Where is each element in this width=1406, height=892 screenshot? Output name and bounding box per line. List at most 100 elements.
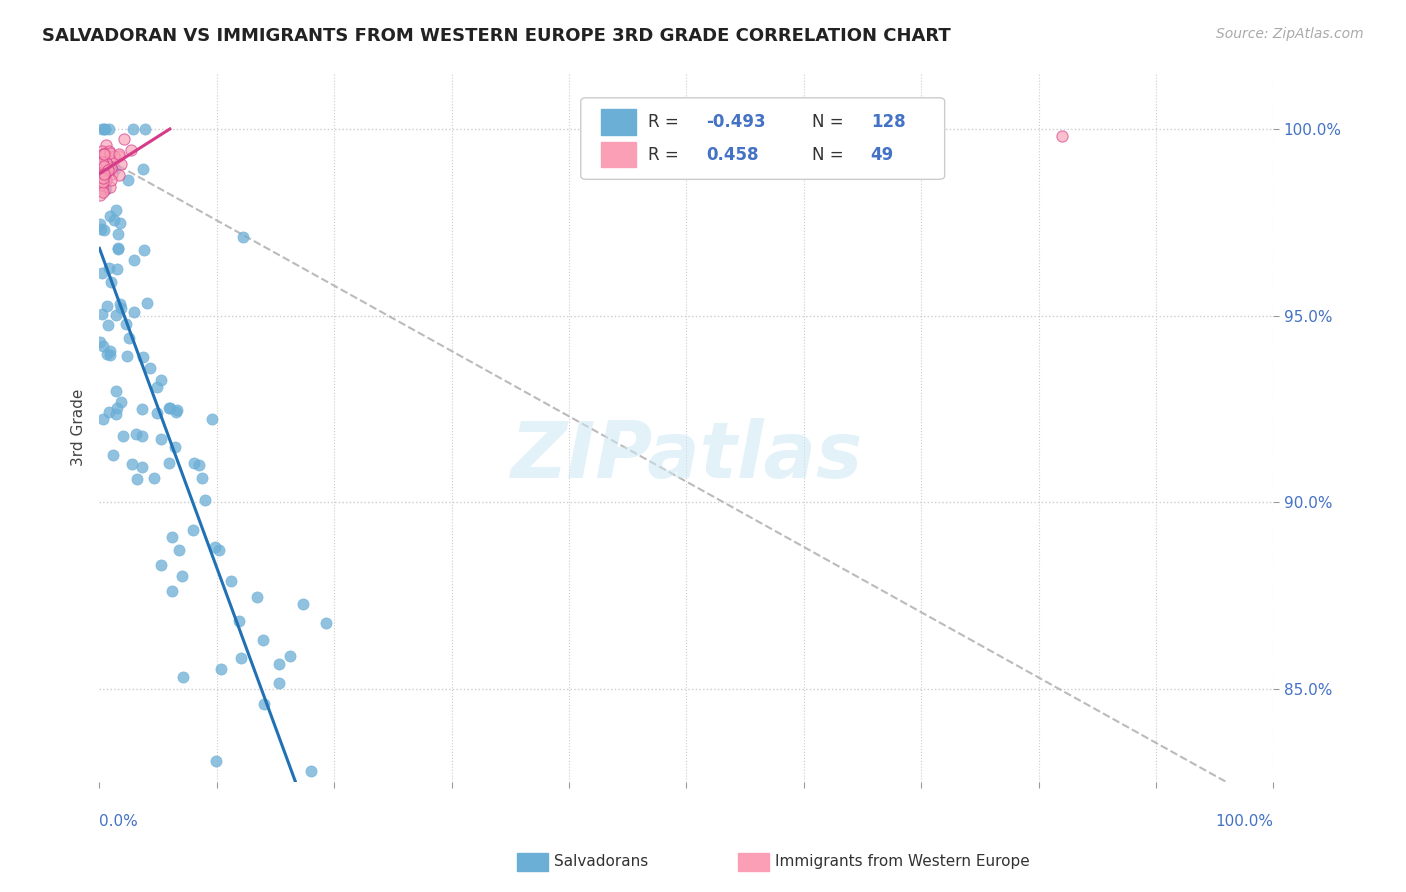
- Point: [91, 175, 114, 189]
- Point: [149, 373, 172, 387]
- Point: [103, 213, 125, 227]
- Point: [94, 147, 117, 161]
- Point: [94, 161, 117, 175]
- Point: [100, 275, 122, 289]
- Point: [91, 144, 114, 158]
- Point: [232, 230, 254, 244]
- Point: [163, 440, 186, 454]
- Point: [94, 166, 117, 180]
- Point: [105, 262, 128, 277]
- Point: [91, 147, 114, 161]
- Point: [90, 167, 112, 181]
- Point: [159, 401, 181, 415]
- Point: [115, 318, 138, 332]
- Point: [205, 755, 228, 769]
- Point: [124, 305, 146, 319]
- Point: [253, 697, 276, 711]
- Point: [118, 331, 141, 345]
- Point: [125, 427, 148, 442]
- Point: [91, 185, 114, 199]
- Point: [103, 448, 125, 462]
- Point: [252, 633, 274, 648]
- Point: [108, 215, 131, 229]
- Point: [93, 167, 115, 181]
- Point: [91, 339, 114, 353]
- Point: [157, 401, 180, 415]
- Point: [91, 155, 114, 169]
- FancyBboxPatch shape: [581, 98, 945, 179]
- Point: [314, 815, 336, 830]
- Point: [104, 408, 127, 422]
- Point: [98, 348, 121, 362]
- Point: [105, 308, 128, 322]
- Point: [89, 169, 111, 184]
- Point: [278, 649, 301, 664]
- Point: [146, 380, 169, 394]
- Point: [89, 172, 111, 186]
- Point: [142, 470, 165, 484]
- Point: [131, 161, 153, 176]
- Text: R =: R =: [648, 145, 683, 163]
- Point: [131, 459, 153, 474]
- Point: [91, 165, 114, 179]
- Point: [94, 166, 117, 180]
- Point: [160, 530, 183, 544]
- Point: [291, 597, 314, 611]
- Point: [91, 161, 114, 175]
- Point: [172, 568, 194, 582]
- Point: [111, 429, 134, 443]
- Point: [108, 148, 131, 162]
- Text: SALVADORAN VS IMMIGRANTS FROM WESTERN EUROPE 3RD GRADE CORRELATION CHART: SALVADORAN VS IMMIGRANTS FROM WESTERN EU…: [42, 27, 950, 45]
- Point: [208, 542, 231, 557]
- Text: -0.493: -0.493: [706, 113, 766, 131]
- Point: [96, 155, 118, 169]
- Point: [299, 764, 322, 778]
- Point: [98, 180, 121, 194]
- Point: [131, 429, 153, 443]
- Point: [103, 149, 125, 163]
- Text: Source: ZipAtlas.com: Source: ZipAtlas.com: [1216, 27, 1364, 41]
- Text: 128: 128: [870, 113, 905, 131]
- Point: [246, 783, 269, 797]
- Point: [229, 650, 252, 665]
- Point: [91, 165, 114, 179]
- Point: [107, 242, 129, 256]
- Point: [157, 456, 180, 470]
- Text: ZIPatlas: ZIPatlas: [510, 417, 862, 494]
- Point: [166, 403, 188, 417]
- Point: [93, 150, 115, 164]
- Point: [209, 661, 232, 675]
- Point: [91, 412, 114, 426]
- Point: [94, 160, 117, 174]
- Point: [98, 209, 121, 223]
- Point: [101, 155, 124, 169]
- Point: [160, 584, 183, 599]
- Point: [89, 334, 111, 349]
- Point: [97, 318, 120, 332]
- Point: [187, 458, 209, 472]
- Point: [146, 406, 169, 420]
- Point: [131, 402, 153, 417]
- Point: [267, 657, 290, 671]
- Point: [94, 122, 117, 136]
- Point: [246, 590, 269, 604]
- Point: [93, 159, 115, 173]
- Point: [93, 167, 115, 181]
- Point: [96, 163, 118, 178]
- Point: [101, 167, 124, 181]
- Point: [110, 394, 132, 409]
- Point: [150, 558, 173, 572]
- Point: [191, 471, 214, 485]
- Point: [110, 301, 132, 315]
- Point: [90, 169, 112, 184]
- Point: [125, 472, 148, 486]
- Point: [97, 260, 120, 275]
- Point: [96, 347, 118, 361]
- Point: [134, 122, 156, 136]
- Point: [97, 163, 120, 178]
- Text: 0.458: 0.458: [706, 145, 759, 163]
- Point: [107, 227, 129, 242]
- Point: [94, 173, 117, 187]
- Point: [91, 170, 114, 185]
- Point: [132, 243, 155, 257]
